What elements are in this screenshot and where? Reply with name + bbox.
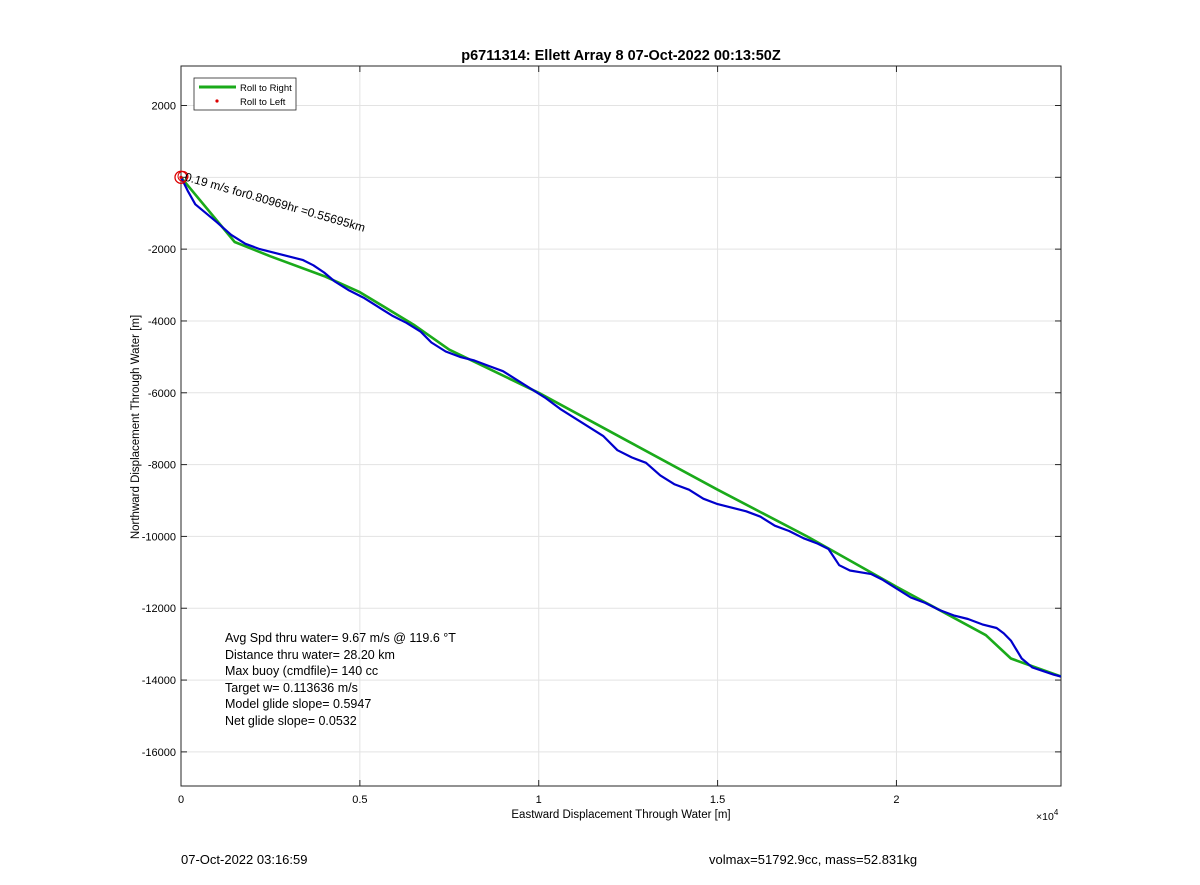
annotations: 0.19 m/s for0.80969hr =0.55695km bbox=[183, 170, 367, 235]
stats-text-box: Avg Spd thru water= 9.67 m/s @ 119.6 °T … bbox=[225, 631, 456, 728]
ticks: 0 0.5 1 1.5 2 2000 -2000 -4000 -6000 -8000 -10000 -… bbox=[142, 66, 1061, 806]
stats-line: Model glide slope= 0.5947 bbox=[225, 697, 371, 711]
axes-box bbox=[180, 65, 1062, 787]
x-exponent-base: ×10 bbox=[1036, 811, 1054, 823]
stats-line: Avg Spd thru water= 9.67 m/s @ 119.6 °T bbox=[225, 631, 456, 645]
y-tick-label: -12000 bbox=[142, 603, 176, 615]
x-exponent-power: 4 bbox=[1054, 808, 1059, 817]
x-tick-label: 1.5 bbox=[710, 794, 725, 806]
footer-timestamp: 07-Oct-2022 03:16:59 bbox=[181, 852, 308, 867]
series-line-track bbox=[180, 176, 1062, 678]
y-tick-label: -14000 bbox=[142, 675, 176, 687]
stats-line: Distance thru water= 28.20 km bbox=[225, 648, 395, 662]
footer-summary: volmax=51792.9cc, mass=52.831kg bbox=[709, 852, 918, 867]
point-roll-left bbox=[179, 175, 183, 179]
stats-line: Max buoy (cmdfile)= 140 cc bbox=[225, 664, 378, 678]
legend-label-roll-right: Roll to Right bbox=[240, 83, 292, 94]
y-tick-label: -8000 bbox=[148, 460, 176, 472]
x-exponent-label: ×104 bbox=[1036, 808, 1059, 823]
chart-title: p6711314: Ellett Array 8 07-Oct-2022 00:… bbox=[461, 48, 781, 64]
stats-line: Target w= 0.113636 m/s bbox=[225, 681, 358, 695]
series-line-roll-right bbox=[179, 176, 1062, 678]
x-tick-label: 0.5 bbox=[352, 794, 367, 806]
legend-label-roll-left: Roll to Left bbox=[240, 97, 286, 108]
stats-line: Net glide slope= 0.0532 bbox=[225, 714, 357, 728]
y-axis-label: Northward Displacement Through Water [m] bbox=[130, 315, 142, 539]
x-tick-label: 0 bbox=[178, 794, 184, 806]
y-tick-label: -2000 bbox=[148, 244, 176, 256]
y-tick-label: -6000 bbox=[148, 388, 176, 400]
legend[interactable]: Roll to Right Roll to Left bbox=[193, 77, 297, 111]
series-group bbox=[174, 170, 1062, 678]
surfacing-circle bbox=[177, 170, 189, 182]
x-tick-label: 2 bbox=[893, 794, 899, 806]
x-tick-label: 1 bbox=[536, 794, 542, 806]
current-annotation: 0.19 m/s for0.80969hr =0.55695km bbox=[183, 170, 367, 235]
y-tick-label: -16000 bbox=[142, 747, 176, 759]
legend-box bbox=[193, 77, 297, 111]
grid bbox=[180, 66, 1061, 786]
legend-swatch-roll-left bbox=[215, 99, 219, 103]
y-tick-label: -10000 bbox=[142, 531, 176, 543]
y-tick-label: -4000 bbox=[148, 316, 176, 328]
x-axis-label: Eastward Displacement Through Water [m] bbox=[511, 809, 730, 821]
y-tick-label: 2000 bbox=[152, 101, 176, 113]
